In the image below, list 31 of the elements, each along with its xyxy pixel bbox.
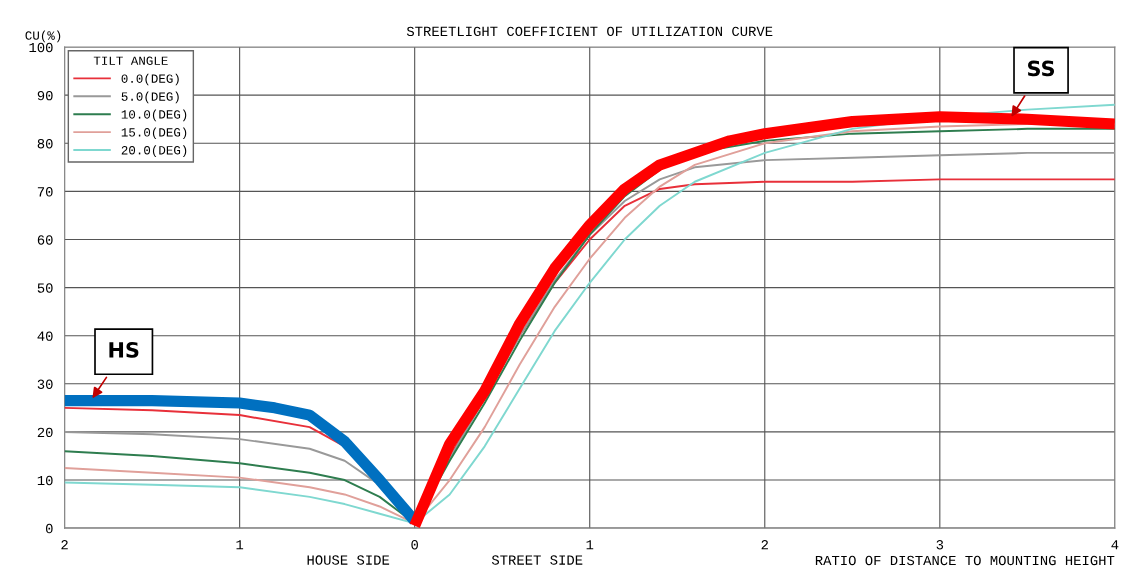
y-tick-label: 50 — [37, 283, 53, 293]
y-tick-label: 10 — [37, 475, 53, 486]
y-tick-label: 30 — [37, 379, 53, 389]
y-tick-label: 70 — [37, 187, 53, 197]
y-tick-label: 100 — [29, 42, 53, 53]
x-tick-label: 2 — [61, 540, 68, 550]
y-tick-label: 60 — [37, 235, 53, 245]
y-axis-title: CU(%) — [25, 30, 61, 43]
y-tick-label: 90 — [37, 90, 53, 101]
annotation: HS — [109, 341, 139, 358]
text: HOUSE SIDE — [307, 555, 390, 565]
y-tick-label: 0 — [45, 523, 53, 534]
y-tick-label: 20 — [37, 427, 53, 438]
legend-label: 5.0(DEG) — [121, 91, 179, 104]
x-tick-label: 3 — [936, 540, 944, 550]
y-tick-label: 40 — [37, 331, 53, 341]
chart-title: STREETLIGHT COEFFICIENT OF UTILIZATION CURVE — [406, 26, 773, 37]
legend-label: 0.0(DEG) — [121, 73, 179, 86]
x-tick-label: 1 — [586, 540, 594, 550]
legend-label: 10.0(DEG) — [121, 109, 187, 122]
x-axis-title: RATIO OF DISTANCE TO MOUNTING HEIGHT — [815, 555, 1115, 566]
legend-label: 20.0(DEG) — [121, 145, 187, 157]
legend-title: TILT ANGLE — [93, 56, 168, 65]
x-tick-label: 4 — [1111, 540, 1119, 550]
y-tick-label: 80 — [37, 139, 53, 149]
annotation: SS — [1028, 60, 1055, 77]
text: STREET SIDE — [491, 555, 583, 565]
legend-label: 15.0(DEG) — [121, 127, 187, 140]
x-tick-label: 2 — [761, 540, 768, 550]
x-tick-label: 1 — [236, 540, 244, 550]
x-tick-label: 0 — [411, 540, 418, 550]
